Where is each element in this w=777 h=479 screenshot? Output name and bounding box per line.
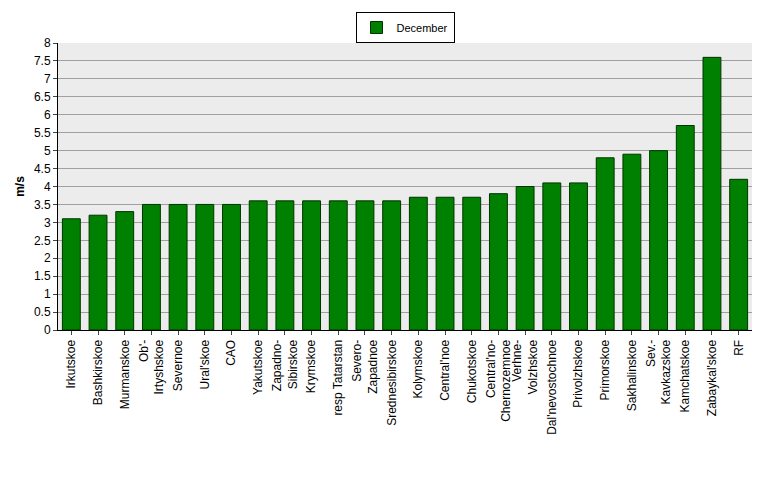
- svg-text:1.5: 1.5: [34, 269, 51, 283]
- svg-text:Irkutskoe: Irkutskoe: [64, 339, 78, 388]
- svg-text:Yakutskoe: Yakutskoe: [251, 339, 265, 394]
- svg-text:Privolzhskoe: Privolzhskoe: [571, 339, 585, 407]
- svg-text:5: 5: [44, 144, 51, 158]
- svg-text:Sakhalinskoe: Sakhalinskoe: [625, 339, 639, 411]
- svg-text:Chukotskoe: Chukotskoe: [465, 339, 479, 403]
- svg-text:Dal'nevostochnoe: Dal'nevostochnoe: [545, 339, 559, 434]
- svg-text:Zapadno-Sibirskoe: Zapadno-Sibirskoe: [270, 339, 300, 391]
- svg-text:Central'noe: Central'noe: [438, 339, 452, 400]
- svg-text:Severnoe: Severnoe: [171, 339, 185, 391]
- svg-text:6.5: 6.5: [34, 90, 51, 104]
- svg-text:0.5: 0.5: [34, 305, 51, 319]
- svg-text:Krymskoe: Krymskoe: [304, 339, 318, 393]
- svg-text:Ural'skoe: Ural'skoe: [198, 339, 212, 389]
- svg-text:Kamchatskoe: Kamchatskoe: [678, 339, 692, 412]
- svg-text:4: 4: [44, 180, 51, 194]
- svg-text:Srednesibirskoe: Srednesibirskoe: [385, 339, 399, 425]
- svg-text:8: 8: [44, 36, 51, 50]
- svg-text:0: 0: [44, 323, 51, 337]
- svg-text:1: 1: [44, 287, 51, 301]
- svg-text:3.5: 3.5: [34, 198, 51, 212]
- svg-text:resp Tatarstan: resp Tatarstan: [331, 340, 345, 416]
- svg-text:Zabaykal'skoe: Zabaykal'skoe: [705, 339, 719, 416]
- svg-text:Severo-Zapadnoe: Severo-Zapadnoe: [350, 339, 380, 393]
- svg-text:Verhne-Volzhskoe: Verhne-Volzhskoe: [510, 339, 540, 394]
- svg-text:2.5: 2.5: [34, 234, 51, 248]
- svg-text:RF: RF: [732, 340, 746, 356]
- svg-text:3: 3: [44, 216, 51, 230]
- svg-text:5.5: 5.5: [34, 126, 51, 140]
- svg-text:6: 6: [44, 108, 51, 122]
- svg-text:7.5: 7.5: [34, 54, 51, 68]
- svg-text:Central'no-Chernozemnoe: Central'no-Chernozemnoe: [484, 339, 514, 421]
- svg-text:CAO: CAO: [224, 340, 238, 366]
- svg-text:m/s: m/s: [13, 176, 27, 197]
- svg-text:Ob'-Irtyshskoe: Ob'-Irtyshskoe: [137, 339, 167, 394]
- svg-text:2: 2: [44, 251, 51, 265]
- svg-text:December: December: [397, 22, 448, 34]
- svg-text:Sev.-Kavkazskoe: Sev.-Kavkazskoe: [644, 339, 674, 404]
- svg-text:4.5: 4.5: [34, 162, 51, 176]
- svg-text:Bashkirskoe: Bashkirskoe: [91, 339, 105, 405]
- svg-text:Kolymskoe: Kolymskoe: [411, 339, 425, 398]
- svg-text:Primorskoe: Primorskoe: [598, 339, 612, 400]
- svg-text:Murmanskoe: Murmanskoe: [118, 339, 132, 409]
- svg-text:7: 7: [44, 72, 51, 86]
